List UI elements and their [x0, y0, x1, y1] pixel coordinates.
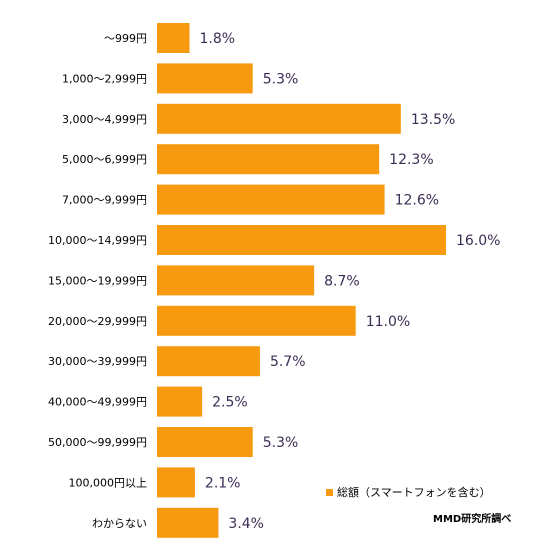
bar — [157, 467, 195, 498]
data-label: 2.5% — [212, 395, 248, 411]
legend-swatch — [326, 489, 333, 496]
category-label: 40,000～49,999円 — [48, 396, 147, 409]
category-label: ～999円 — [104, 32, 147, 45]
category-labels: ～999円 1,000～2,999円 3,000～4,999円 5,000～6,999… — [48, 32, 147, 530]
source-note: MMD研究所調べ — [433, 512, 511, 525]
bar — [157, 507, 219, 538]
bar — [157, 265, 315, 296]
data-label: 8.7% — [324, 273, 360, 289]
category-label: わからない — [92, 517, 147, 530]
bar — [157, 427, 253, 457]
category-label: 5,000～6,999円 — [62, 153, 147, 166]
bar — [157, 23, 190, 53]
data-label: 2.1% — [205, 475, 241, 491]
bars — [157, 23, 446, 538]
bar — [157, 386, 203, 417]
data-label: 12.3% — [389, 152, 433, 168]
bar — [157, 103, 401, 134]
category-label: 15,000～19,999円 — [48, 274, 147, 287]
data-label: 13.5% — [411, 112, 455, 128]
bar — [157, 184, 385, 215]
category-label: 30,000～39,999円 — [48, 355, 147, 368]
data-label: 5.7% — [270, 354, 306, 370]
category-label: 10,000～14,999円 — [48, 234, 147, 247]
category-label: 7,000～9,999円 — [62, 194, 147, 207]
value-labels: 1.8% 5.3% 13.5% 12.3% 12.6% 16.0% 8.7% 11.0% 5.7… — [200, 31, 501, 532]
data-label: 1.8% — [200, 31, 236, 47]
category-label: 50,000～99,999円 — [48, 436, 147, 449]
category-label: 100,000円以上 — [69, 476, 148, 489]
bar — [157, 225, 446, 255]
bar — [157, 346, 260, 377]
data-label: 5.3% — [263, 71, 299, 87]
data-label: 3.4% — [228, 516, 264, 532]
data-label: 12.6% — [395, 193, 439, 209]
legend: 総額（スマートフォンを含む） — [326, 485, 491, 499]
data-label: 11.0% — [366, 314, 410, 330]
bar — [157, 144, 380, 175]
data-label: 16.0% — [456, 233, 500, 249]
data-label: 5.3% — [263, 435, 299, 451]
category-label: 20,000～29,999円 — [48, 315, 147, 328]
category-label: 1,000～2,999円 — [62, 72, 147, 85]
bar — [157, 63, 253, 94]
category-label: 3,000～4,999円 — [62, 113, 147, 126]
bar — [157, 305, 356, 336]
legend-label: 総額（スマートフォンを含む） — [337, 485, 491, 499]
